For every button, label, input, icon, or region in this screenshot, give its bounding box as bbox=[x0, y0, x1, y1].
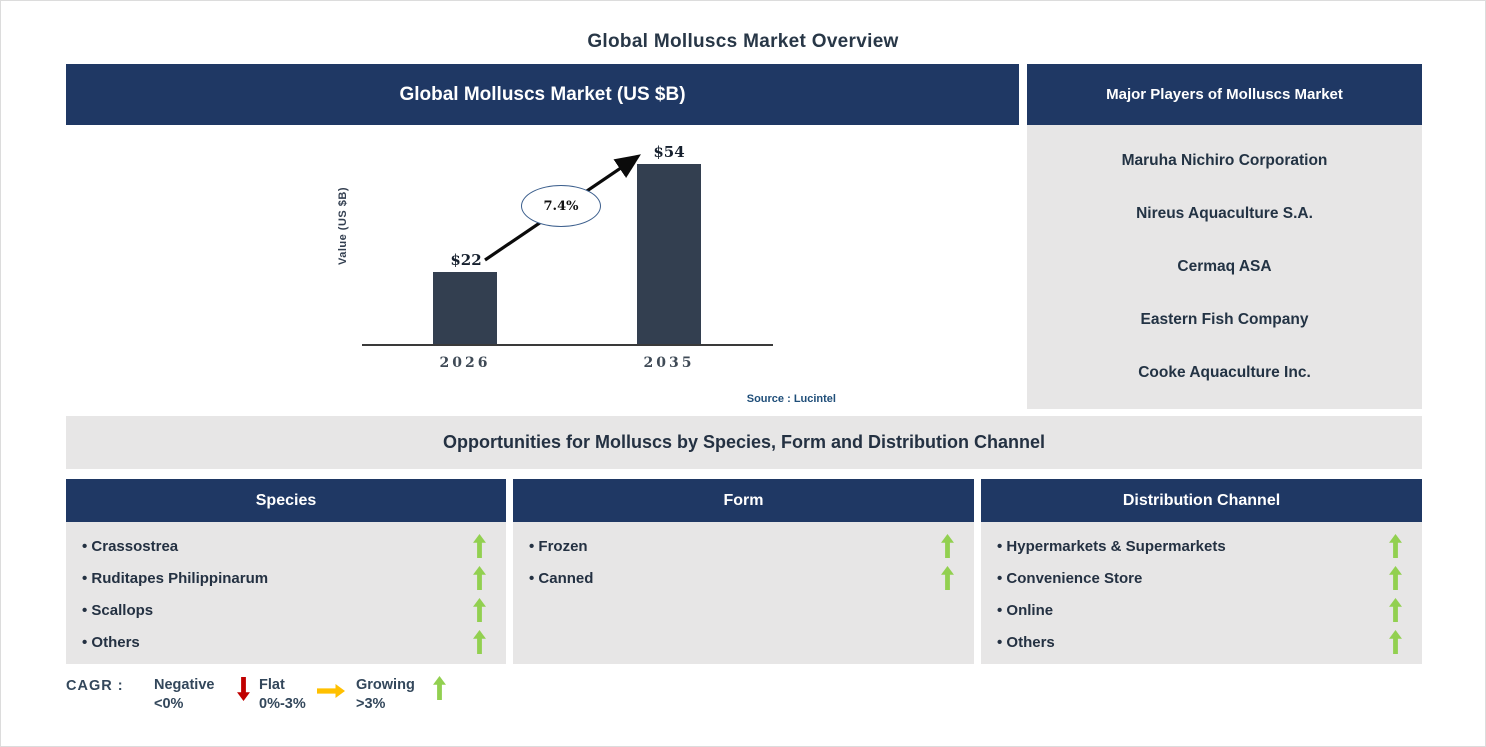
legend-negative-name: Negative bbox=[154, 677, 215, 693]
page-title: Global Molluscs Market Overview bbox=[587, 31, 899, 52]
species-item-label: Ruditapes Philippinarum bbox=[82, 570, 268, 587]
distribution-item-label: Convenience Store bbox=[997, 570, 1142, 587]
list-item: Others bbox=[981, 626, 1422, 658]
trend-up-icon bbox=[473, 566, 486, 590]
list-item: Crassostrea bbox=[66, 530, 506, 562]
player-name: Cermaq ASA bbox=[1177, 257, 1272, 275]
growth-arrow-icon bbox=[484, 154, 641, 262]
trend-up-icon bbox=[941, 566, 954, 590]
list-item: Ruditapes Philippinarum bbox=[66, 562, 506, 594]
bar-2026 bbox=[433, 271, 497, 346]
legend-growing: Growing >3% bbox=[356, 676, 415, 714]
list-item: Hypermarkets & Supermarkets bbox=[981, 530, 1422, 562]
list-item: Canned bbox=[513, 562, 974, 594]
player-name: Eastern Fish Company bbox=[1140, 310, 1309, 328]
x-tick-2026: 2026 bbox=[439, 355, 491, 371]
distribution-column-header: Distribution Channel bbox=[981, 479, 1422, 522]
list-item: Convenience Store bbox=[981, 562, 1422, 594]
cagr-legend-label: CAGR : bbox=[66, 678, 124, 694]
form-item-label: Frozen bbox=[529, 538, 587, 555]
cagr-value: 7.4% bbox=[543, 198, 579, 214]
form-column-title: Form bbox=[723, 491, 764, 509]
x-axis-line bbox=[362, 344, 773, 346]
cagr-ellipse: 7.4% bbox=[521, 185, 601, 227]
trend-up-icon bbox=[473, 534, 486, 558]
distribution-item-label: Online bbox=[997, 602, 1053, 619]
form-column-header: Form bbox=[513, 479, 974, 522]
species-item-label: Crassostrea bbox=[82, 538, 178, 555]
form-column-body: Frozen Canned bbox=[513, 522, 974, 664]
chart-panel-title: Global Molluscs Market (US $B) bbox=[399, 83, 686, 105]
trend-up-icon bbox=[473, 598, 486, 622]
trend-up-icon bbox=[1389, 566, 1402, 590]
list-item: Others bbox=[66, 626, 506, 658]
up-arrow-icon bbox=[433, 676, 446, 700]
distribution-column-title: Distribution Channel bbox=[1122, 491, 1281, 509]
list-item: Online bbox=[981, 594, 1422, 626]
bar-chart: Value (US $B) 7.4% $22 $54 2026 2035 Sou… bbox=[66, 125, 1019, 411]
players-panel-title: Major Players of Molluscs Market bbox=[1106, 86, 1343, 103]
list-item: Frozen bbox=[513, 530, 974, 562]
species-item-label: Scallops bbox=[82, 602, 153, 619]
opportunities-title: Opportunities for Molluscs by Species, F… bbox=[442, 432, 1046, 452]
legend-growing-range: >3% bbox=[356, 696, 386, 712]
distribution-item-label: Hypermarkets & Supermarkets bbox=[997, 538, 1225, 555]
bar-value-2026: $22 bbox=[450, 250, 482, 269]
bar-2035 bbox=[637, 164, 701, 346]
source-note: Source : Lucintel bbox=[746, 393, 836, 405]
players-panel-header: Major Players of Molluscs Market bbox=[1027, 64, 1422, 125]
legend-flat-name: Flat bbox=[259, 677, 285, 693]
list-item: Scallops bbox=[66, 594, 506, 626]
right-arrow-icon bbox=[317, 684, 345, 698]
legend-growing-name: Growing bbox=[356, 677, 415, 693]
players-list: Maruha Nichiro Corporation Nireus Aquacu… bbox=[1027, 125, 1422, 409]
trend-up-icon bbox=[1389, 630, 1402, 654]
distribution-item-label: Others bbox=[997, 634, 1054, 651]
trend-up-icon bbox=[473, 630, 486, 654]
legend-negative-range: <0% bbox=[154, 696, 184, 712]
opportunities-banner: Opportunities for Molluscs by Species, F… bbox=[66, 416, 1422, 469]
legend-flat-range: 0%-3% bbox=[259, 696, 306, 712]
trend-up-icon bbox=[1389, 598, 1402, 622]
species-column-header: Species bbox=[66, 479, 506, 522]
trend-up-icon bbox=[941, 534, 954, 558]
species-column-title: Species bbox=[255, 491, 317, 509]
species-item-label: Others bbox=[82, 634, 139, 651]
species-column-body: Crassostrea Ruditapes Philippinarum Scal… bbox=[66, 522, 506, 664]
bar-value-2035: $54 bbox=[653, 143, 685, 162]
cagr-legend: CAGR : Negative <0% Flat 0%-3% Growing >… bbox=[66, 675, 536, 731]
legend-negative: Negative <0% bbox=[154, 676, 214, 714]
distribution-column-body: Hypermarkets & Supermarkets Convenience … bbox=[981, 522, 1422, 664]
chart-panel-header: Global Molluscs Market (US $B) bbox=[66, 64, 1019, 125]
legend-flat: Flat 0%-3% bbox=[259, 676, 306, 714]
player-name: Cooke Aquaculture Inc. bbox=[1138, 363, 1311, 381]
player-name: Maruha Nichiro Corporation bbox=[1121, 152, 1328, 170]
form-item-label: Canned bbox=[529, 570, 593, 587]
x-tick-2035: 2035 bbox=[643, 355, 695, 371]
y-axis-label: Value (US $B) bbox=[337, 186, 349, 266]
down-arrow-icon bbox=[237, 677, 250, 701]
player-name: Nireus Aquaculture S.A. bbox=[1136, 205, 1313, 223]
trend-up-icon bbox=[1389, 534, 1402, 558]
